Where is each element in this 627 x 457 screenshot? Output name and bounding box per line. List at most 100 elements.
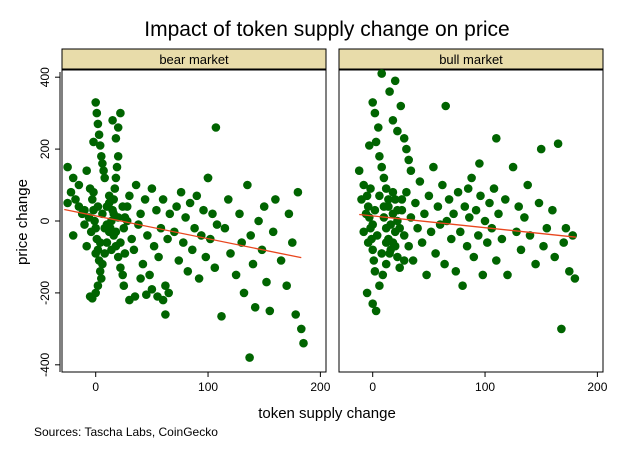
data-point: [120, 249, 130, 258]
data-point: [359, 180, 369, 190]
data-point: [212, 220, 222, 229]
data-point: [449, 209, 458, 219]
data-point: [568, 231, 577, 240]
data-point: [88, 195, 97, 204]
data-point: [469, 252, 479, 262]
data-point: [375, 152, 384, 161]
data-point: [97, 152, 106, 161]
data-point: [99, 166, 108, 175]
data-point: [111, 134, 121, 143]
data-point: [465, 213, 474, 222]
data-point: [390, 195, 400, 204]
data-point: [354, 166, 364, 175]
data-point: [381, 259, 391, 269]
data-point: [471, 205, 481, 215]
data-point: [368, 220, 378, 229]
data-point: [404, 241, 414, 251]
data-point: [245, 353, 254, 362]
data-point: [372, 231, 382, 240]
x-tick-label: 100: [475, 380, 495, 394]
data-point: [100, 173, 109, 183]
data-point: [111, 173, 121, 183]
data-point: [210, 263, 220, 273]
data-point: [147, 184, 157, 193]
data-point: [365, 141, 374, 150]
data-point: [259, 202, 269, 211]
data-point: [291, 310, 301, 319]
data-point: [163, 234, 172, 244]
data-point: [559, 238, 568, 247]
data-point: [489, 184, 499, 193]
data-point: [462, 241, 472, 251]
data-point: [80, 205, 89, 215]
data-point: [447, 234, 456, 244]
x-ticks-bear: 0 100 200: [92, 372, 331, 394]
data-point: [361, 209, 371, 219]
data-point: [149, 241, 159, 251]
data-point: [548, 205, 557, 215]
data-point: [125, 191, 134, 201]
x-tick-label: 200: [587, 380, 607, 394]
data-point: [299, 338, 308, 348]
data-point: [399, 231, 409, 240]
data-point: [475, 159, 484, 168]
data-point: [390, 76, 400, 86]
data-point: [94, 130, 104, 139]
data-point: [422, 270, 431, 280]
data-point: [239, 288, 249, 298]
data-point: [113, 152, 123, 161]
data-point: [161, 281, 170, 291]
data-point: [429, 162, 438, 172]
data-point: [116, 263, 125, 273]
data-point: [142, 290, 151, 300]
y-tick-label: 400: [38, 67, 52, 87]
data-point: [424, 191, 434, 201]
data-point: [374, 123, 383, 132]
data-point: [194, 274, 204, 283]
facet-strip-bull: [338, 48, 604, 70]
data-point: [483, 238, 492, 247]
data-point: [68, 173, 78, 183]
data-point: [116, 108, 125, 118]
data-point: [231, 270, 241, 280]
data-point: [516, 245, 526, 255]
data-point: [174, 256, 184, 265]
data-point: [397, 195, 407, 204]
data-point: [395, 223, 405, 233]
data-point: [86, 227, 96, 237]
data-point: [122, 216, 132, 226]
data-point: [95, 141, 105, 150]
data-point: [118, 202, 127, 211]
data-point: [368, 98, 378, 107]
data-point: [93, 202, 103, 211]
data-point: [478, 270, 488, 280]
data-point: [80, 220, 89, 229]
data-point: [385, 87, 394, 96]
data-point: [570, 274, 580, 283]
data-point: [68, 231, 78, 240]
data-point: [369, 256, 379, 265]
y-tick-label: 200: [38, 139, 52, 159]
data-point: [66, 187, 76, 197]
y-ticks: -400 -200 0 200 400: [38, 67, 60, 377]
data-point: [119, 281, 129, 291]
x-tick-label: 200: [310, 380, 330, 394]
data-point: [553, 139, 563, 148]
data-point: [440, 259, 449, 269]
data-point: [147, 285, 157, 294]
source-note: Sources: Tascha Labs, CoinGecko: [34, 425, 218, 439]
data-point: [395, 263, 405, 273]
data-point: [411, 198, 420, 208]
data-point: [82, 241, 91, 251]
data-point: [363, 202, 373, 211]
data-point: [98, 259, 107, 269]
facet-label-bull: bull market: [439, 52, 503, 67]
data-point: [284, 209, 294, 219]
data-point: [190, 223, 199, 233]
data-point: [444, 195, 454, 204]
data-point: [136, 209, 145, 219]
data-point: [154, 252, 163, 262]
data-point: [362, 288, 372, 298]
